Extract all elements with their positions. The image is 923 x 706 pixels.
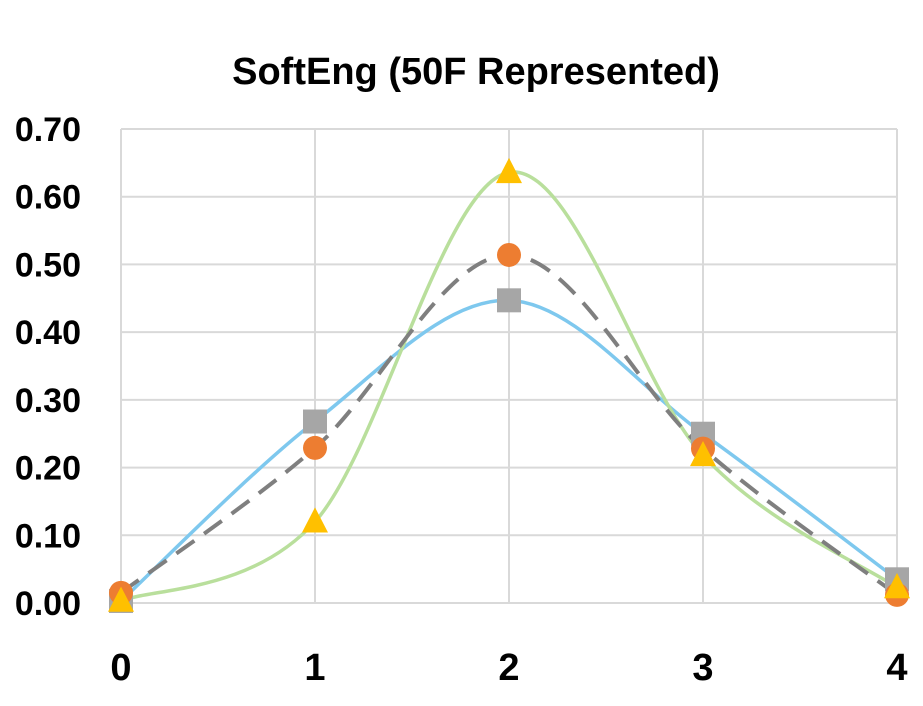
x-tick-label: 4	[886, 647, 907, 689]
triangle-data-point	[884, 573, 910, 599]
y-tick-label: 0.60	[15, 179, 81, 217]
y-tick-label: 0.00	[15, 585, 81, 623]
circle-data-point	[497, 242, 521, 267]
chart-title: SoftEng (50F Represented)	[232, 51, 720, 93]
x-axis-tick-labels: 0 1 2 3 4	[110, 647, 907, 689]
y-tick-label: 0.30	[15, 382, 81, 420]
triangle-data-point	[302, 507, 328, 533]
y-tick-label: 0.20	[15, 450, 81, 488]
y-tick-label: 0.40	[15, 314, 81, 352]
circle-data-point	[303, 435, 327, 460]
x-tick-label: 0	[110, 647, 131, 689]
x-tick-label: 3	[692, 647, 713, 689]
x-tick-label: 2	[498, 647, 519, 689]
triangle-data-point	[496, 157, 522, 184]
series-markers	[108, 157, 910, 613]
gridlines	[120, 128, 898, 604]
y-tick-label: 0.10	[15, 517, 81, 555]
y-axis-tick-labels: 0.00 0.10 0.20 0.30 0.40 0.50 0.60 0.70	[15, 111, 81, 623]
square-data-point	[303, 409, 327, 434]
triangle-data-point	[108, 586, 134, 612]
triangle-data-point	[690, 440, 716, 467]
x-tick-label: 1	[304, 647, 325, 689]
y-tick-label: 0.70	[15, 111, 81, 149]
y-tick-label: 0.50	[15, 246, 81, 284]
square-data-point	[497, 288, 521, 313]
